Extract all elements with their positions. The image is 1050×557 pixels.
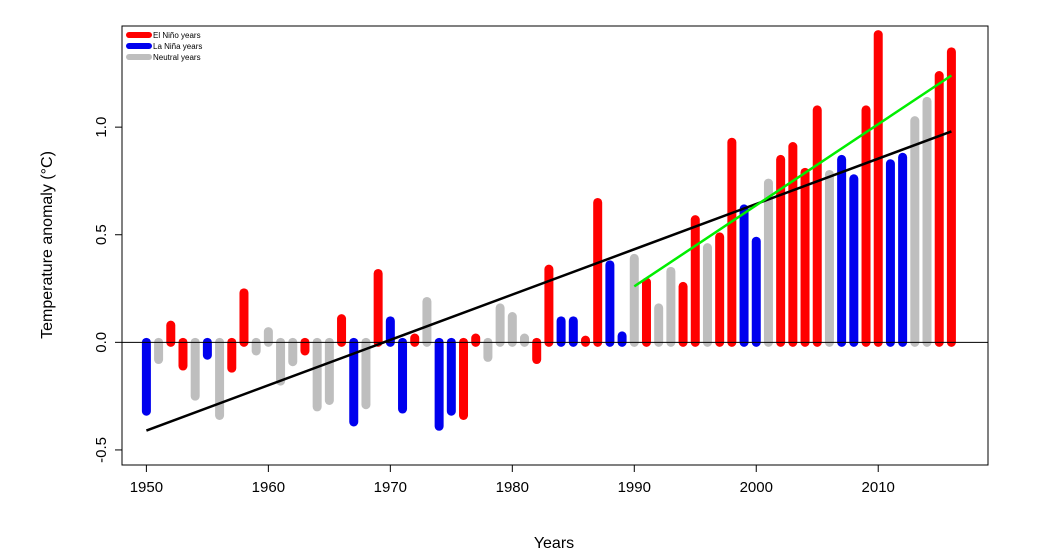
trend-lines-group (145, 74, 953, 432)
x-tick-label-1960: 1960 (252, 479, 285, 496)
y-tick-label-1: 0.0 (93, 332, 110, 353)
trend-line-2 (633, 74, 953, 288)
x-axis-title: Years (534, 535, 574, 552)
y-tick-label-3: 1.0 (93, 117, 110, 138)
y-tick-label-2: 0.5 (93, 224, 110, 245)
trend-line-1 (145, 130, 952, 432)
y-tick-label-0: -0.5 (93, 437, 110, 463)
x-tick-label-1950: 1950 (130, 479, 163, 496)
x-tick-label-2010: 2010 (862, 479, 895, 496)
legend: El Niño years La Niña years Neutral years (126, 31, 202, 62)
bars-group (122, 30, 988, 431)
x-tick-label-1970: 1970 (374, 479, 407, 496)
x-axis: 1950 1960 1970 1980 1990 2000 2010 (130, 464, 895, 496)
legend-label-el_nino: El Niño years (153, 31, 201, 40)
legend-label-neutral: Neutral years (153, 53, 201, 62)
x-tick-label-1980: 1980 (496, 479, 529, 496)
legend-label-la_nina: La Niña years (153, 42, 202, 51)
x-tick-label-2000: 2000 (740, 479, 773, 496)
y-axis-title: Temperature anomaly (°C) (39, 151, 56, 339)
y-axis: -0.5 0.0 0.5 1.0 (93, 117, 123, 463)
x-tick-label-1990: 1990 (618, 479, 651, 496)
